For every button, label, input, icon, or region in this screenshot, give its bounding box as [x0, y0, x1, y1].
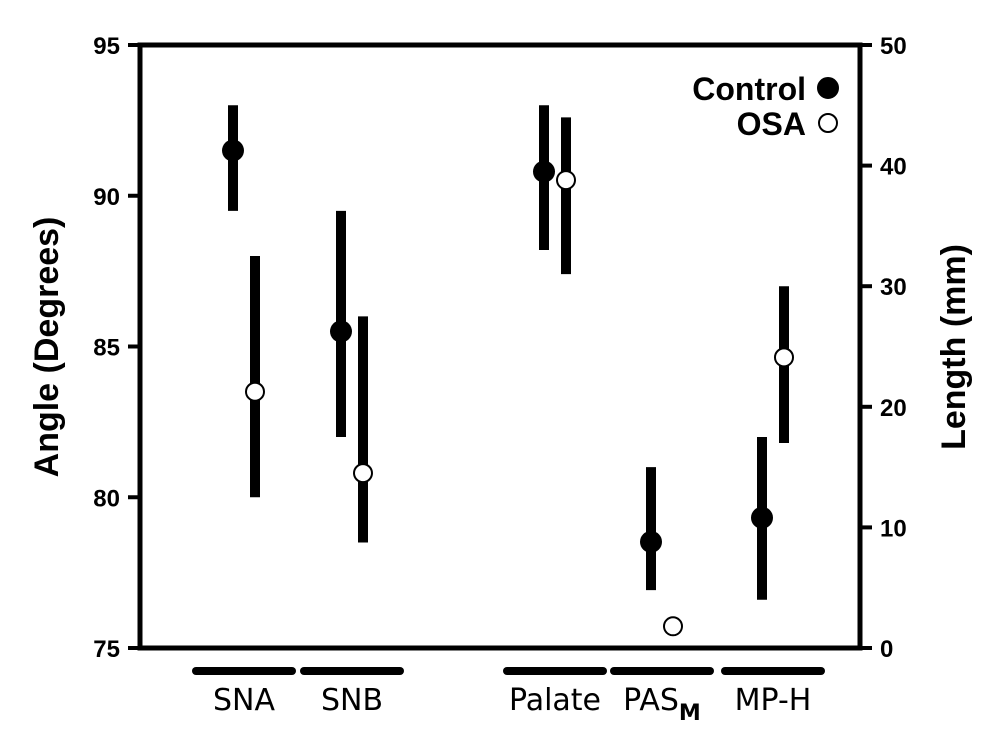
- left-tick-label: 80: [93, 485, 120, 512]
- category-label: PASM: [623, 683, 701, 726]
- legend-marker-osa: [818, 113, 838, 133]
- category-label-main: SNB: [321, 683, 383, 718]
- point-osa-snb: [353, 463, 373, 484]
- point-osa-sna: [245, 381, 265, 402]
- left-axis: 75 80 85 90 95: [93, 33, 140, 663]
- category-label: Palate: [509, 683, 601, 718]
- category-label-main: PAS: [623, 683, 679, 718]
- category-label: SNA: [213, 683, 275, 718]
- category-label: SNB: [321, 683, 383, 718]
- category-label-main: Palate: [509, 683, 601, 718]
- right-tick-label: 0: [880, 636, 893, 663]
- right-tick-label: 10: [880, 515, 907, 542]
- data-marks: [222, 105, 794, 637]
- point-osa-pas-m: [663, 616, 683, 637]
- point-control-pas-m: [640, 530, 662, 553]
- point-control-palate: [533, 160, 555, 183]
- point-control-mp-h: [751, 506, 773, 529]
- point-control-sna: [222, 139, 244, 162]
- legend-label-osa: OSA: [737, 106, 806, 142]
- right-tick-label: 30: [880, 274, 907, 301]
- right-tick-label: 40: [880, 154, 907, 181]
- category-label-subscript: M: [679, 701, 701, 726]
- right-axis: 0 10 20 30 40 50: [860, 33, 907, 663]
- right-tick-label: 50: [880, 33, 907, 60]
- legend: Control OSA: [692, 71, 839, 142]
- left-axis-title: Angle (Degrees): [28, 217, 66, 478]
- right-axis-title: Length (mm): [935, 244, 973, 450]
- legend-label-control: Control: [692, 71, 806, 107]
- point-osa-palate: [556, 170, 576, 191]
- point-control-snb: [330, 320, 352, 343]
- right-tick-label: 20: [880, 395, 907, 422]
- category-label-main: MP-H: [735, 683, 812, 718]
- point-osa-mp-h: [774, 347, 794, 368]
- category-labels: SNA SNB Palate PASM MP-H: [192, 667, 825, 726]
- category-label-main: SNA: [213, 683, 275, 718]
- left-tick-label: 95: [93, 33, 120, 60]
- legend-marker-control: [817, 77, 839, 99]
- left-tick-label: 85: [93, 335, 120, 362]
- category-label: MP-H: [735, 683, 812, 718]
- left-tick-label: 90: [93, 184, 120, 211]
- left-tick-label: 75: [93, 636, 120, 663]
